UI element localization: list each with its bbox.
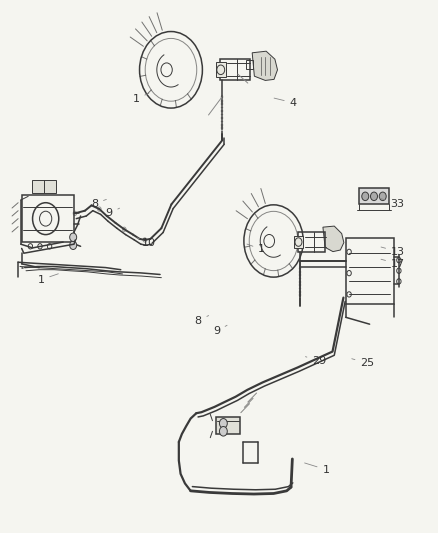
- Bar: [294, 236, 303, 248]
- Text: 9: 9: [213, 325, 227, 336]
- Text: 25: 25: [352, 358, 374, 368]
- Bar: [359, 188, 389, 204]
- Text: 17: 17: [381, 259, 405, 269]
- Bar: [21, 195, 74, 242]
- Circle shape: [219, 426, 227, 436]
- Bar: [298, 232, 325, 252]
- Circle shape: [70, 241, 77, 249]
- Circle shape: [362, 192, 369, 200]
- Bar: [220, 59, 250, 80]
- Circle shape: [219, 418, 227, 428]
- Bar: [216, 62, 226, 77]
- Text: 8: 8: [194, 316, 208, 326]
- Text: 33: 33: [380, 198, 404, 209]
- Text: 4: 4: [274, 98, 297, 108]
- Text: 9: 9: [106, 208, 120, 219]
- Bar: [32, 180, 57, 193]
- Text: 1: 1: [37, 274, 58, 285]
- Bar: [346, 238, 394, 304]
- Text: 1: 1: [247, 244, 265, 254]
- Text: 13: 13: [381, 247, 405, 256]
- Text: 1: 1: [304, 463, 329, 474]
- Circle shape: [379, 192, 386, 200]
- Polygon shape: [323, 226, 344, 252]
- Text: 29: 29: [305, 356, 327, 366]
- Bar: [246, 60, 254, 69]
- Bar: [216, 417, 240, 434]
- Polygon shape: [252, 51, 278, 80]
- Text: 10: 10: [137, 238, 156, 248]
- Text: 1: 1: [133, 93, 149, 104]
- Text: 8: 8: [91, 199, 106, 209]
- Circle shape: [70, 233, 77, 241]
- Circle shape: [371, 192, 378, 200]
